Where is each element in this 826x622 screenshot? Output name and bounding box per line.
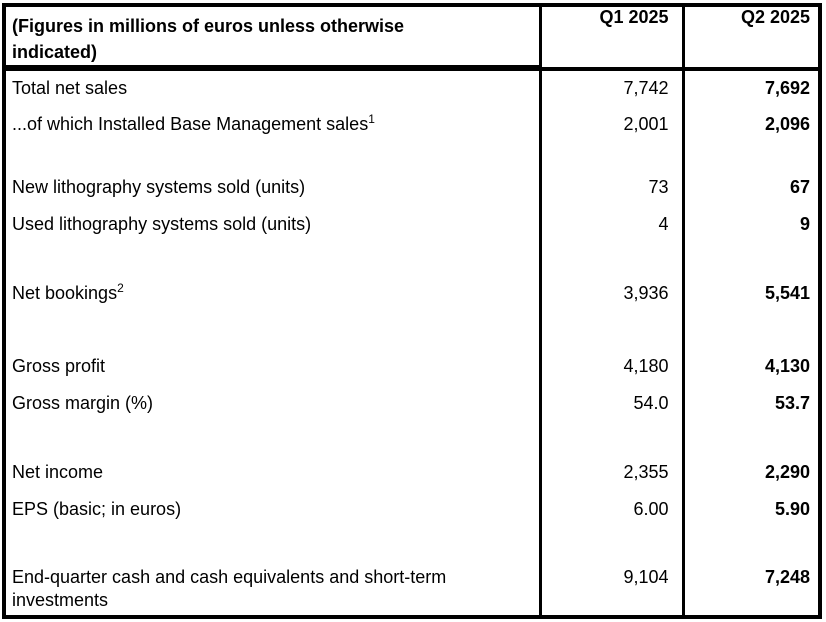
- spacer-row: [6, 243, 818, 275]
- table-row-net-bookings: Net bookings2 3,936 5,541: [6, 275, 818, 312]
- q1-value: 9,104: [538, 555, 683, 615]
- q1-value: 3,936: [538, 275, 683, 312]
- row-label-text: Net income: [12, 462, 104, 482]
- financial-results-table-border: (Figures in millions of euros unless oth…: [2, 3, 822, 619]
- q2-value: 53.7: [681, 385, 818, 422]
- header-figures-note-line1: (Figures in millions of euros unless oth…: [12, 16, 405, 36]
- row-label-text: Net bookings: [12, 283, 118, 303]
- header-q1-2025: Q1 2025: [538, 7, 683, 69]
- header-q2-2025: Q2 2025: [681, 7, 818, 69]
- header-figures-note-cell: (Figures in millions of euros unless oth…: [6, 7, 540, 69]
- footnote-marker-2: 2: [117, 281, 124, 295]
- row-label-text: Total net sales: [12, 78, 128, 98]
- row-label: Gross margin (%): [6, 385, 540, 422]
- table-row-total-net-sales: Total net sales 7,742 7,692: [6, 69, 818, 106]
- table-row-gross-profit: Gross profit 4,180 4,130: [6, 348, 818, 385]
- row-label: Used lithography systems sold (units): [6, 206, 540, 243]
- header-figures-note-line2: indicated): [6, 40, 539, 67]
- q2-value: 67: [681, 169, 818, 206]
- row-label-text: ...of which Installed Base Management sa…: [12, 114, 369, 134]
- q1-value: 4,180: [538, 348, 683, 385]
- q2-value: 5,541: [681, 275, 818, 312]
- q2-value: 2,290: [681, 454, 818, 491]
- spacer-row: [6, 528, 818, 555]
- table-row-net-income: Net income 2,355 2,290: [6, 454, 818, 491]
- spacer-row: [6, 143, 818, 169]
- table-row-installed-base-management-sales: ...of which Installed Base Management sa…: [6, 106, 818, 143]
- q1-value: 4: [538, 206, 683, 243]
- q1-value: 54.0: [538, 385, 683, 422]
- table-row-gross-margin: Gross margin (%) 54.0 53.7: [6, 385, 818, 422]
- row-label-text: Gross profit: [12, 356, 106, 376]
- row-label: Net bookings2: [6, 275, 540, 312]
- q1-value: 6.00: [538, 491, 683, 528]
- row-label-text: Gross margin (%): [12, 393, 154, 413]
- row-label-text: Used lithography systems sold (units): [12, 214, 312, 234]
- row-label: Net income: [6, 454, 540, 491]
- q1-value: 2,001: [538, 106, 683, 143]
- row-label: ...of which Installed Base Management sa…: [6, 106, 540, 143]
- table-header-row: (Figures in millions of euros unless oth…: [6, 7, 818, 69]
- financial-results-table: (Figures in millions of euros unless oth…: [6, 7, 818, 615]
- q2-value: 5.90: [681, 491, 818, 528]
- row-label: New lithography systems sold (units): [6, 169, 540, 206]
- q2-value: 2,096: [681, 106, 818, 143]
- row-label-text: New lithography systems sold (units): [12, 177, 306, 197]
- footnote-marker-1: 1: [368, 112, 375, 126]
- row-label: EPS (basic; in euros): [6, 491, 540, 528]
- q2-value: 9: [681, 206, 818, 243]
- spacer-row: [6, 312, 818, 348]
- q1-value: 73: [538, 169, 683, 206]
- row-label-text: EPS (basic; in euros): [12, 499, 182, 519]
- q2-value: 7,692: [681, 69, 818, 106]
- row-label-text: End-quarter cash and cash equivalents an…: [12, 567, 447, 610]
- row-label: End-quarter cash and cash equivalents an…: [6, 555, 540, 615]
- q2-value: 4,130: [681, 348, 818, 385]
- table-row-eps: EPS (basic; in euros) 6.00 5.90: [6, 491, 818, 528]
- q1-value: 7,742: [538, 69, 683, 106]
- q1-value: 2,355: [538, 454, 683, 491]
- q2-value: 7,248: [681, 555, 818, 615]
- spacer-row: [6, 422, 818, 454]
- row-label: Gross profit: [6, 348, 540, 385]
- table-row-end-quarter-cash: End-quarter cash and cash equivalents an…: [6, 555, 818, 615]
- table-row-used-lithography-systems: Used lithography systems sold (units) 4 …: [6, 206, 818, 243]
- row-label: Total net sales: [6, 69, 540, 106]
- table-row-new-lithography-systems: New lithography systems sold (units) 73 …: [6, 169, 818, 206]
